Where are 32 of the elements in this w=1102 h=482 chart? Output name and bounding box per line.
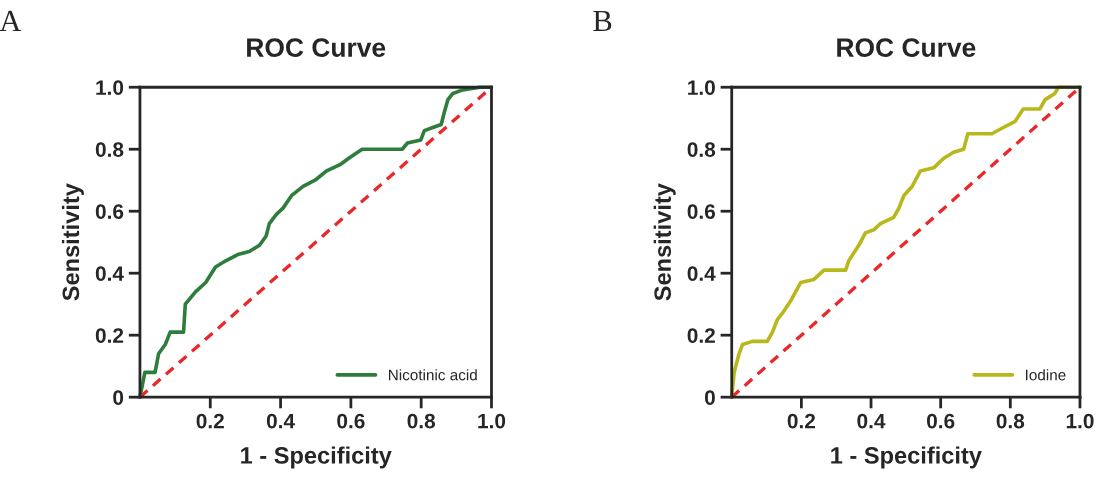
y-tick-label: 1.0 <box>96 80 124 95</box>
y-tick-label: 0.8 <box>95 142 124 157</box>
x-tick-label: 1.0 <box>1066 413 1094 429</box>
x-tick-label: 0.2 <box>787 413 816 429</box>
y-tick-label: 0.6 <box>687 204 716 219</box>
x-axis-title: 1 - Specificity <box>241 446 392 469</box>
y-tick-label: 0.2 <box>95 328 124 343</box>
legend-label: Nicotinic acid <box>388 369 477 381</box>
chart-title: ROC Curve <box>247 38 386 57</box>
text: B <box>593 10 612 32</box>
x-tick-label: 1.0 <box>478 413 506 429</box>
x-tick-label: 0.2 <box>196 413 224 429</box>
y-tick-label: 0 <box>704 390 715 405</box>
x-tick-label: 0.8 <box>407 413 436 429</box>
x-tick-label: 0.4 <box>857 413 886 429</box>
y-tick-label: 0.6 <box>95 204 124 219</box>
y-axis-title: Sensitivity <box>653 183 676 301</box>
legend-label: Iodine <box>1026 369 1066 381</box>
y-tick-label: 0.2 <box>687 328 715 343</box>
x-tick-label: 0.6 <box>337 413 365 429</box>
text: A <box>0 10 22 31</box>
x-axis-title: 1 - Specificity <box>831 446 982 469</box>
x-tick-label: 0.6 <box>927 413 955 429</box>
y-tick-label: 0.4 <box>687 266 716 281</box>
y-tick-label: 0.8 <box>687 142 716 157</box>
x-tick-label: 0.8 <box>996 413 1025 429</box>
y-tick-label: 0 <box>113 390 124 405</box>
y-axis-title: Sensitivity <box>61 183 84 301</box>
y-tick-label: 1.0 <box>688 80 715 95</box>
y-tick-label: 0.4 <box>95 266 124 281</box>
chart-title: ROC Curve <box>837 38 976 57</box>
x-tick-label: 0.4 <box>266 413 295 429</box>
